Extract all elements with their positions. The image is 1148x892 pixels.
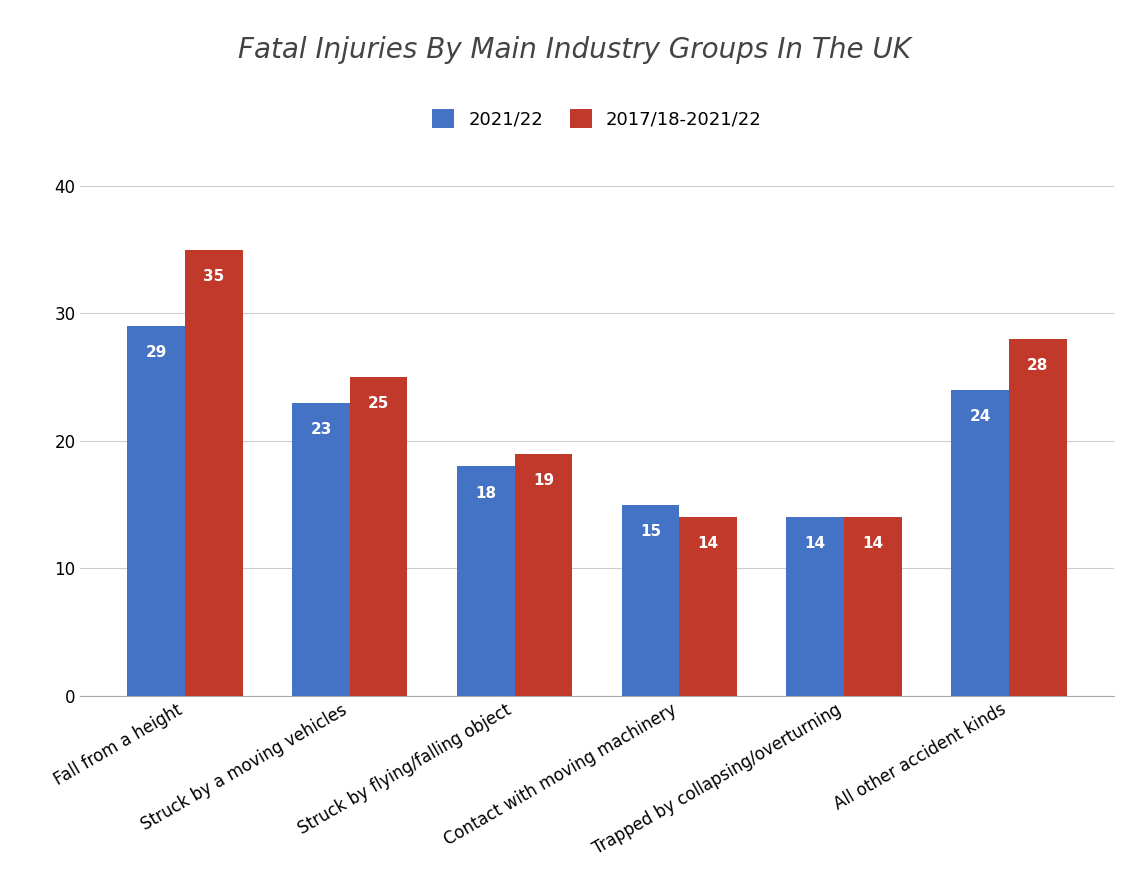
- Bar: [622, 505, 680, 696]
- Bar: [680, 517, 737, 696]
- Text: 35: 35: [203, 268, 225, 284]
- Text: 14: 14: [862, 536, 884, 551]
- Legend: 2021/22, 2017/18-2021/22: 2021/22, 2017/18-2021/22: [422, 100, 771, 137]
- Text: 15: 15: [639, 524, 661, 539]
- Bar: [292, 402, 350, 696]
- Text: 19: 19: [533, 473, 554, 488]
- Text: 18: 18: [475, 485, 496, 500]
- Text: 23: 23: [310, 422, 332, 437]
- Text: 28: 28: [1027, 358, 1048, 373]
- Bar: [127, 326, 185, 696]
- Bar: [457, 467, 514, 696]
- Bar: [350, 377, 408, 696]
- Bar: [185, 250, 242, 696]
- Bar: [952, 390, 1009, 696]
- Text: 14: 14: [805, 536, 825, 551]
- Text: Fatal Injuries By Main Industry Groups In The UK: Fatal Injuries By Main Industry Groups I…: [238, 36, 910, 63]
- Bar: [844, 517, 902, 696]
- Text: 24: 24: [969, 409, 991, 424]
- Text: 25: 25: [367, 396, 389, 411]
- Bar: [786, 517, 844, 696]
- Text: 14: 14: [698, 536, 719, 551]
- Text: 29: 29: [146, 345, 166, 360]
- Bar: [1009, 339, 1066, 696]
- Bar: [514, 454, 572, 696]
